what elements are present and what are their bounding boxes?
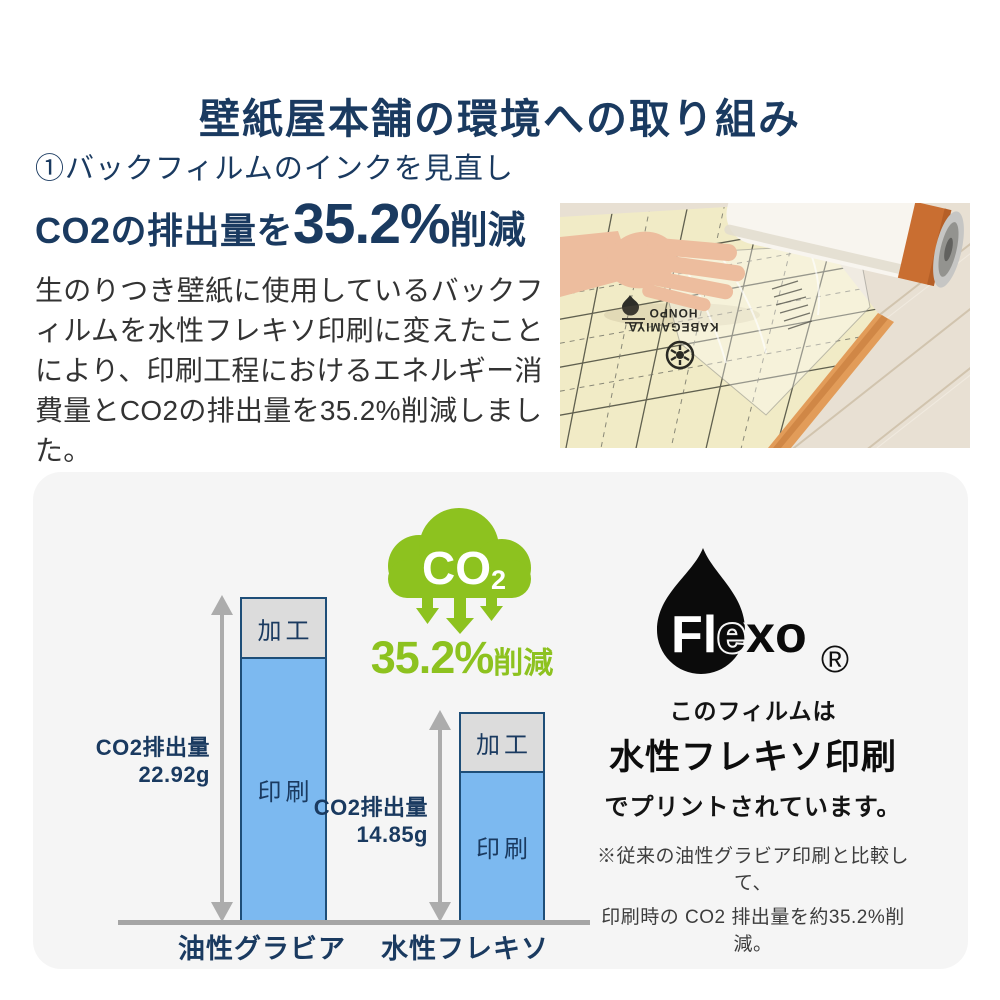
film-roll xyxy=(724,203,964,288)
bar-flexo-printing-segment: 印刷 xyxy=(459,771,545,922)
dimension-arrow-flexo xyxy=(429,710,451,922)
registered-trademark-symbol: ® xyxy=(821,639,849,681)
flexo-footnote-line2: 印刷時の CO2 排出量を約35.2%削減。 xyxy=(601,907,905,955)
comparison-panel: 加工 印刷 加工 印刷 CO2排出量 22.92g CO2排出量 14.85g … xyxy=(33,472,968,969)
flexo-droplet-icon xyxy=(656,548,745,674)
co2-total-gravure: CO2排出量 22.92g xyxy=(58,734,210,788)
film-brand-line1: KABEGAMIYA xyxy=(628,320,719,334)
chart-baseline xyxy=(118,920,590,925)
bar-flexo-processing-segment: 加工 xyxy=(459,712,545,773)
co2-cloud-icon: CO2 xyxy=(388,508,531,634)
headline-highlight: 35.2% xyxy=(293,191,451,256)
flexo-caption-line2: 水性フレキソ印刷 xyxy=(608,738,897,777)
co2-total-label: CO2排出量 xyxy=(313,795,428,820)
flexo-caption-line1: このフィルムは xyxy=(669,698,837,724)
reduction-suffix: 削減 xyxy=(493,647,554,680)
bar-gravure-processing-segment: 加工 xyxy=(240,597,327,659)
intro-body-text: 生のりつき壁紙に使用しているバックフィルムを水性フレキソ印刷に変えたことにより、… xyxy=(35,274,544,466)
product-photo: KABEGAMIYA HONPO xyxy=(560,203,970,448)
section-heading: ①バックフィルムのインクを見直し xyxy=(35,153,514,185)
category-label-gravure: 油性グラビア xyxy=(178,934,346,964)
co2-headline: CO2の排出量を 35.2% 削減 xyxy=(35,191,562,256)
cloud-co2-sub: 2 xyxy=(491,565,506,595)
co2-total-flexo: CO2排出量 14.85g xyxy=(276,794,428,848)
flexo-footnote-line1: ※従来の油性グラビア印刷と比較して、 xyxy=(596,846,909,894)
co2-total-label: CO2排出量 xyxy=(95,735,210,760)
printed-mini-droplet-logo xyxy=(622,295,645,324)
reduction-badge: 35.2% 削減 xyxy=(352,632,572,684)
flexo-caption-line3: でプリントされています。 xyxy=(604,794,902,821)
film-emblem xyxy=(665,340,695,370)
dimension-arrow-gravure xyxy=(211,595,233,922)
segment-label: 加工 xyxy=(476,732,532,759)
svg-text:CO2: CO2 xyxy=(422,542,506,595)
headline-suffix: 削減 xyxy=(449,209,526,252)
page-title: 壁紙屋本舗の環境への取り組み xyxy=(199,96,801,143)
segment-label: 印刷 xyxy=(257,779,314,806)
cloud-co2-text: CO xyxy=(422,542,491,594)
flexo-info-column: Flexo ® このフィルムは 水性フレキソ印刷 でプリントされています。 ※従… xyxy=(588,544,918,956)
segment-label: 加工 xyxy=(257,617,314,645)
wallpaper-roll-photo-illustration: KABEGAMIYA HONPO xyxy=(560,203,970,448)
headline-prefix: CO2の排出量を xyxy=(35,209,294,251)
bar-gravure-printing-segment: 印刷 xyxy=(240,657,327,922)
svg-text:Flexo: Flexo xyxy=(671,606,807,664)
flexo-logo-white-part: Fl xyxy=(671,606,717,664)
co2-total-value: 14.85g xyxy=(356,822,428,847)
intro-section: ①バックフィルムのインクを見直し CO2の排出量を 35.2% 削減 生のりつき壁紙… xyxy=(35,152,562,499)
reduction-value: 35.2% xyxy=(370,632,495,683)
flexo-logo: Flexo ® xyxy=(656,548,849,681)
hand xyxy=(560,231,746,312)
segment-label: 印刷 xyxy=(476,836,532,863)
category-label-flexo: 水性フレキソ xyxy=(381,934,549,964)
flexo-logo-black-part: exo xyxy=(717,606,807,664)
film-brand-line2: HONPO xyxy=(648,306,697,320)
co2-total-value: 22.92g xyxy=(138,762,210,787)
